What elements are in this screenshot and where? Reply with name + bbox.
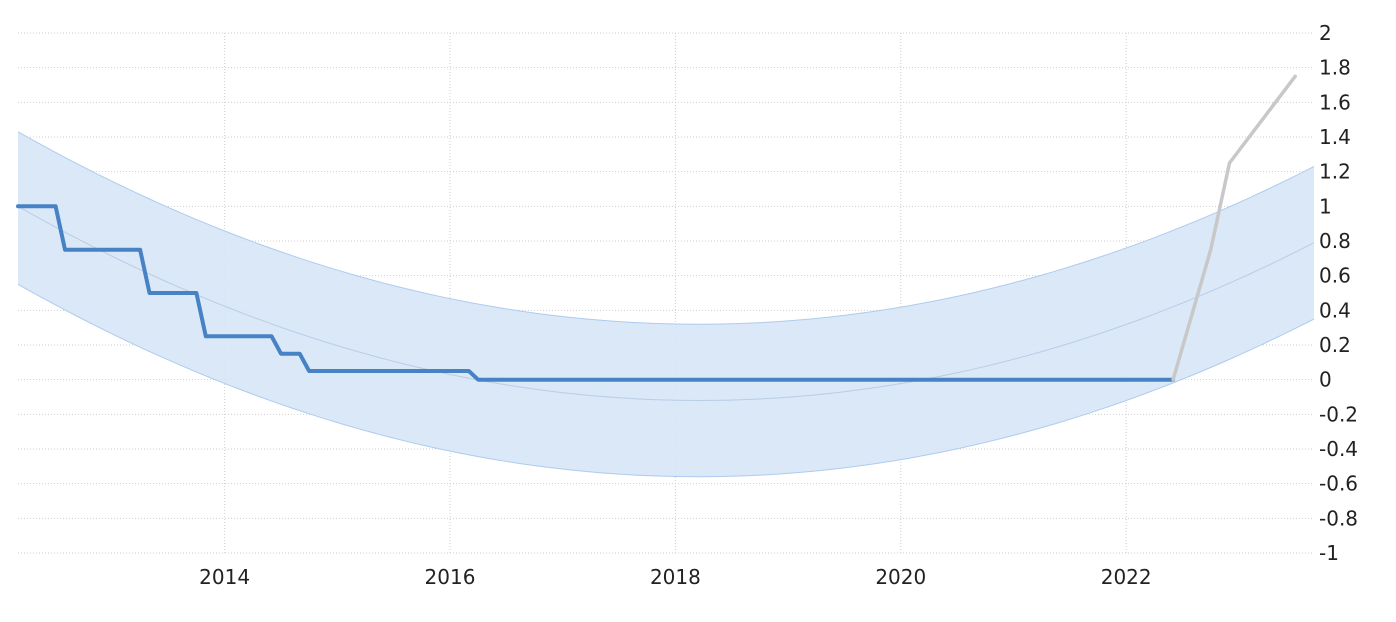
x-tick-label: 2016 [425, 565, 476, 589]
y-tick-label: -0.6 [1319, 472, 1358, 496]
x-tick-label: 2018 [650, 565, 701, 589]
y-tick-label: -0.2 [1319, 402, 1358, 426]
y-tick-label: 0.2 [1319, 333, 1351, 357]
y-tick-label: -0.4 [1319, 437, 1358, 461]
y-tick-label: 1.2 [1319, 160, 1351, 184]
y-tick-label: 0 [1319, 368, 1332, 392]
y-tick-label: 0.8 [1319, 229, 1351, 253]
trend-band [18, 131, 1314, 477]
x-tick-label: 2014 [199, 565, 250, 589]
trend-band-lower [17, 283, 1315, 478]
y-tick-label: 2 [1319, 21, 1332, 45]
y-tick-label: 1.4 [1319, 125, 1351, 149]
y-tick-label: 1.6 [1319, 90, 1351, 114]
y-tick-label: 0.4 [1319, 298, 1351, 322]
x-tick-label: 2020 [875, 565, 926, 589]
x-tick-label: 2022 [1101, 565, 1152, 589]
band-layer [17, 131, 1315, 478]
x-axis: 2014 2016 2018 2020 2022 [199, 565, 1151, 589]
actual-series-line [16, 204, 1176, 382]
y-tick-label: 1 [1319, 194, 1332, 218]
series-layer [16, 74, 1297, 382]
y-tick-label: -0.8 [1319, 506, 1358, 530]
forecast-series-line [1171, 74, 1297, 382]
y-tick-label: 0.6 [1319, 264, 1351, 288]
y-tick-label: 1.8 [1319, 56, 1351, 80]
y-axis: 2 1.8 1.6 1.4 1.2 1 0.8 0.6 0.4 0.2 0 -0.2 -0.4 -0.6 -… [1319, 21, 1358, 565]
trend-line [17, 205, 1315, 401]
trend-band-upper [17, 131, 1315, 325]
y-tick-label: -1 [1319, 541, 1339, 565]
